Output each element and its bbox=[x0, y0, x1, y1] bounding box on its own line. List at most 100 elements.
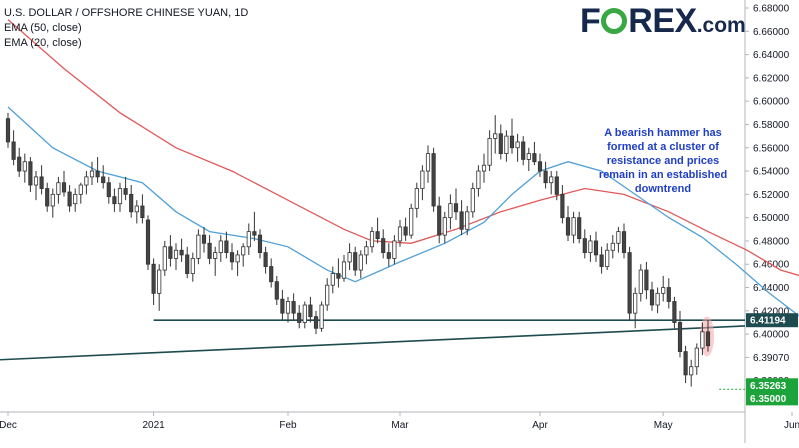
candle-body[interactable] bbox=[694, 347, 699, 368]
candle-body[interactable] bbox=[689, 366, 694, 376]
candle-body[interactable] bbox=[241, 246, 246, 256]
candle-body[interactable] bbox=[179, 249, 184, 256]
candle-body[interactable] bbox=[162, 246, 167, 271]
candle-body[interactable] bbox=[700, 331, 705, 349]
candle-body[interactable] bbox=[649, 289, 655, 306]
candle-body[interactable] bbox=[358, 254, 363, 271]
candle-body[interactable] bbox=[95, 170, 100, 178]
candle-body[interactable] bbox=[73, 193, 78, 205]
candle-body[interactable] bbox=[498, 133, 503, 154]
candle-body[interactable] bbox=[616, 231, 621, 244]
candle-body[interactable] bbox=[582, 238, 587, 253]
candle-body[interactable] bbox=[442, 217, 447, 236]
candle-body[interactable] bbox=[543, 170, 548, 184]
candle-body[interactable] bbox=[537, 161, 543, 172]
candle-body[interactable] bbox=[397, 226, 403, 242]
candle-body[interactable] bbox=[509, 135, 515, 149]
candle-body[interactable] bbox=[549, 176, 554, 184]
candle-body[interactable] bbox=[106, 182, 111, 198]
candle-body[interactable] bbox=[39, 176, 44, 189]
candle-body[interactable] bbox=[313, 316, 319, 329]
candle-body[interactable] bbox=[173, 249, 179, 259]
candle-body[interactable] bbox=[627, 252, 632, 314]
candle-body[interactable] bbox=[252, 231, 257, 236]
candle-body[interactable] bbox=[605, 249, 610, 267]
candle-body[interactable] bbox=[403, 226, 408, 236]
candle-body[interactable] bbox=[409, 207, 414, 236]
candle-body[interactable] bbox=[123, 188, 128, 195]
candle-body[interactable] bbox=[151, 263, 156, 294]
candle-body[interactable] bbox=[661, 287, 666, 294]
candle-body[interactable] bbox=[504, 135, 509, 154]
candle-body[interactable] bbox=[297, 312, 302, 323]
candle-body[interactable] bbox=[459, 211, 464, 230]
candle-body[interactable] bbox=[672, 301, 677, 323]
candle-body[interactable] bbox=[448, 203, 453, 219]
candle-body[interactable] bbox=[386, 252, 391, 259]
candle-body[interactable] bbox=[532, 153, 537, 163]
candle-body[interactable] bbox=[78, 184, 83, 195]
candle-body[interactable] bbox=[633, 292, 638, 314]
candle-body[interactable] bbox=[610, 242, 615, 251]
candle-body[interactable] bbox=[285, 301, 291, 314]
candle-body[interactable] bbox=[666, 287, 671, 302]
candle-body[interactable] bbox=[347, 252, 352, 263]
candle-body[interactable] bbox=[22, 161, 27, 172]
candle-body[interactable] bbox=[168, 246, 173, 259]
candle-body[interactable] bbox=[375, 231, 380, 240]
candle-body[interactable] bbox=[129, 193, 134, 213]
candle-body[interactable] bbox=[201, 234, 207, 244]
candle-body[interactable] bbox=[526, 153, 531, 160]
candle-body[interactable] bbox=[112, 196, 117, 205]
candle-body[interactable] bbox=[364, 246, 369, 256]
candle-body[interactable] bbox=[5, 118, 11, 143]
candle-body[interactable] bbox=[263, 252, 268, 267]
candle-body[interactable] bbox=[84, 176, 89, 186]
candle-body[interactable] bbox=[470, 188, 475, 213]
candle-body[interactable] bbox=[213, 252, 218, 259]
candle-body[interactable] bbox=[336, 273, 341, 279]
candle-body[interactable] bbox=[437, 205, 442, 236]
candle-body[interactable] bbox=[67, 191, 72, 207]
candle-body[interactable] bbox=[207, 242, 212, 259]
candle-body[interactable] bbox=[341, 261, 347, 279]
candle-body[interactable] bbox=[369, 231, 375, 248]
candle-body[interactable] bbox=[185, 254, 190, 274]
candle-body[interactable] bbox=[280, 298, 285, 314]
candle-body[interactable] bbox=[353, 252, 358, 271]
candle-body[interactable] bbox=[465, 211, 470, 230]
candle-body[interactable] bbox=[56, 182, 61, 195]
candle-body[interactable] bbox=[101, 176, 106, 184]
candle-body[interactable] bbox=[291, 301, 296, 314]
candle-body[interactable] bbox=[17, 156, 22, 172]
candle-body[interactable] bbox=[140, 205, 145, 219]
candle-body[interactable] bbox=[190, 258, 195, 274]
candle-body[interactable] bbox=[621, 231, 627, 253]
candle-body[interactable] bbox=[599, 254, 604, 267]
candle-body[interactable] bbox=[481, 164, 487, 172]
candle-body[interactable] bbox=[677, 322, 683, 352]
candle-body[interactable] bbox=[414, 188, 419, 209]
candle-body[interactable] bbox=[89, 170, 95, 178]
candle-body[interactable] bbox=[229, 252, 235, 263]
candle-body[interactable] bbox=[274, 281, 279, 300]
candle-body[interactable] bbox=[308, 304, 313, 318]
candle-body[interactable] bbox=[453, 203, 459, 213]
candle-body[interactable] bbox=[257, 234, 263, 253]
candle-body[interactable] bbox=[476, 170, 481, 189]
candle-body[interactable] bbox=[655, 292, 660, 306]
candle-body[interactable] bbox=[588, 240, 593, 253]
candle-body[interactable] bbox=[554, 176, 559, 195]
candle-body[interactable] bbox=[50, 193, 55, 207]
candle-body[interactable] bbox=[593, 240, 599, 256]
candle-body[interactable] bbox=[196, 234, 201, 259]
candle-body[interactable] bbox=[11, 141, 16, 160]
candle-body[interactable] bbox=[157, 269, 162, 294]
candle-body[interactable] bbox=[224, 240, 229, 253]
candle-body[interactable] bbox=[493, 133, 498, 139]
candle-body[interactable] bbox=[325, 284, 330, 306]
candle-body[interactable] bbox=[565, 217, 571, 236]
candle-body[interactable] bbox=[381, 238, 386, 253]
candle-body[interactable] bbox=[330, 273, 335, 286]
